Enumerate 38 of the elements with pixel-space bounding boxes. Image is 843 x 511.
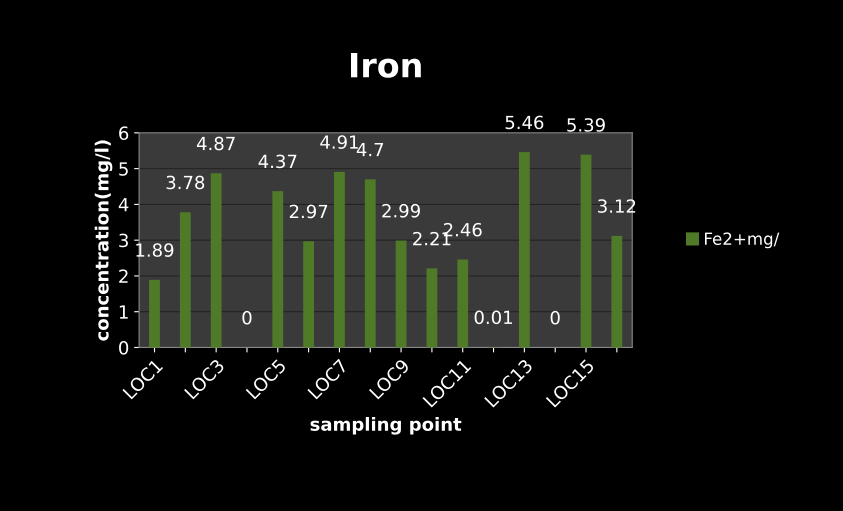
- bar: [396, 240, 406, 348]
- bar: [611, 236, 622, 348]
- y-tick-label: 5: [119, 162, 128, 176]
- x-axis-title: sampling point: [310, 416, 462, 435]
- data-label: 3.12: [598, 199, 636, 213]
- bar: [518, 152, 530, 348]
- data-label: 2.99: [382, 204, 420, 218]
- data-label: 4.37: [258, 154, 296, 168]
- bar: [364, 179, 376, 348]
- bar: [334, 172, 345, 348]
- bar: [457, 259, 468, 348]
- y-tick-label: 3: [119, 234, 128, 248]
- data-label: 3.78: [166, 176, 204, 190]
- data-label: 0: [242, 310, 252, 325]
- data-label: 5.39: [567, 118, 605, 132]
- bar: [426, 268, 438, 348]
- bar: [580, 154, 592, 348]
- data-label: 4.91: [320, 135, 358, 149]
- data-label: 1.89: [136, 243, 174, 257]
- data-label: 2.97: [290, 204, 328, 218]
- y-tick-label: 1: [120, 305, 128, 319]
- bar: [149, 280, 160, 348]
- bar: [272, 191, 284, 348]
- bar: [210, 173, 222, 348]
- y-axis-title: concentration(mg/l): [94, 140, 112, 341]
- data-label: 4.7: [356, 143, 384, 156]
- y-tick-label: 2: [119, 269, 128, 283]
- data-label: 0: [550, 310, 560, 325]
- legend-label: Fe2+mg/: [705, 232, 780, 248]
- y-tick-label: 0: [119, 340, 128, 355]
- bar: [180, 212, 191, 348]
- data-label: 4.87: [196, 136, 235, 150]
- data-label: 5.46: [506, 116, 544, 130]
- y-tick-label: 6: [119, 126, 128, 140]
- bar: [303, 241, 314, 348]
- chart-title: Iron: [351, 53, 421, 78]
- data-label: 0.01: [474, 310, 512, 324]
- y-tick-label: 4: [118, 198, 128, 212]
